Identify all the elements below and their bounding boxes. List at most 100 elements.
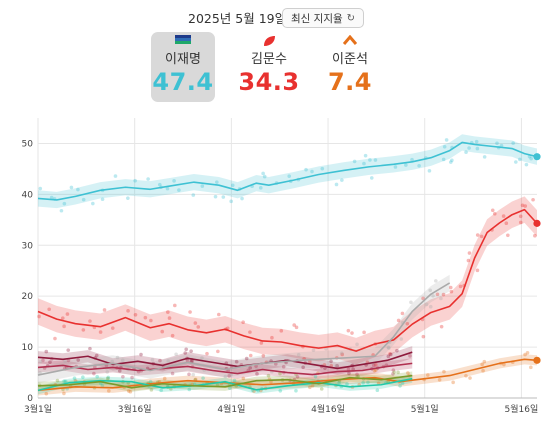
poll-dot [388,352,392,356]
poll-dot [311,348,316,353]
poll-dot [308,359,312,364]
poll-dot [362,161,366,166]
poll-dot [185,358,190,363]
poll-dot [444,138,449,142]
poll-dot [373,363,378,367]
poll-dot [319,387,324,391]
poll-dot [350,331,354,335]
y-tick-label: 20 [22,292,34,302]
poll-dot [301,365,305,370]
poll-dot [409,300,413,305]
poll-dot [279,329,284,333]
poll-dot [62,379,66,383]
poll-dot [63,379,68,384]
poll-dot [310,383,315,388]
poll-dot [107,389,111,393]
series-band [38,134,537,209]
poll-dot [386,354,391,359]
poll-dot [72,376,77,381]
poll-dot [205,351,209,356]
candidate-card-kim-moonsoo[interactable]: 김문수 34.3 [237,32,301,102]
confidence-bands [38,134,537,396]
poll-dot [241,376,246,381]
poll-dot [428,304,433,309]
poll-dot [189,349,193,353]
series-line [37,141,538,201]
poll-dot [442,144,447,149]
poll-dot [424,302,429,307]
poll-dot [159,388,163,393]
poll-dot [334,364,339,368]
poll-dot [441,157,446,162]
poll-dot [261,354,266,358]
poll-dot [431,293,435,298]
poll-dot [375,388,380,393]
poll-dot [98,330,103,334]
poll-dot [248,353,253,358]
poll-dot [391,368,396,372]
y-tick-label: 50 [22,139,34,149]
poll-dot [523,352,527,357]
x-tick-label: 3월1일 [24,403,52,415]
poll-dot [475,268,480,273]
poll-dot [466,258,471,263]
poll-dot [495,141,499,146]
poll-dot [421,334,426,339]
poll-dot [395,348,399,353]
poll-dot [523,204,528,208]
poll-dot [387,346,391,350]
poll-dot [88,346,92,351]
poll-dot [451,380,455,385]
poll-dot [133,178,137,183]
poll-dot [244,356,249,361]
poll-dot [366,380,370,385]
poll-dot [502,362,506,367]
latest-support-button[interactable]: 최신 지지율 ↻ [282,8,365,28]
poll-dot [292,323,297,327]
poll-dot [439,296,443,301]
poll-dot [66,348,71,352]
poll-dot [100,197,105,202]
poll-dot [404,163,408,167]
series-line [37,208,538,352]
series-line [37,351,413,370]
poll-dot [81,375,85,379]
poll-dot [468,376,472,380]
poll-dot [113,174,118,178]
poll-dot [427,169,432,173]
poll-dot [200,184,205,188]
end-markers [533,153,541,364]
poll-dot [347,371,351,376]
poll-dot [183,351,188,355]
chart-grid [37,118,537,399]
poll-dot [255,372,259,376]
flag-icon [175,35,191,44]
poll-dot [117,369,122,373]
poll-dot [518,214,523,219]
poll-dot [533,233,537,238]
poll-dot [482,359,487,364]
poll-dot [345,382,349,386]
chevron-up-icon [343,35,357,45]
candidate-card-lee-junseok[interactable]: 이준석 7.4 [318,32,382,102]
poll-dot [339,351,344,355]
poll-dot [174,352,178,357]
y-axis-ticks: 0 10 20 30 40 50 [22,139,34,404]
candidate-card-lee-jaemyung[interactable]: 이재명 47.4 [151,32,215,102]
series-end-marker [533,153,541,161]
poll-dot [173,303,177,308]
poll-dot [393,165,398,169]
poll-dot [63,359,67,364]
candidate-value: 34.3 [238,68,300,96]
poll-dot [278,371,282,376]
x-tick-label: 5월16일 [505,403,539,415]
poll-dot [187,387,192,392]
poll-dot [232,378,237,383]
poll-dot [91,201,95,206]
poll-dot [94,353,99,358]
candidate-name: 이재명 [165,52,201,67]
series-line [37,282,451,376]
series-band [38,371,413,392]
poll-dot [126,309,130,313]
poll-dot [501,214,506,218]
